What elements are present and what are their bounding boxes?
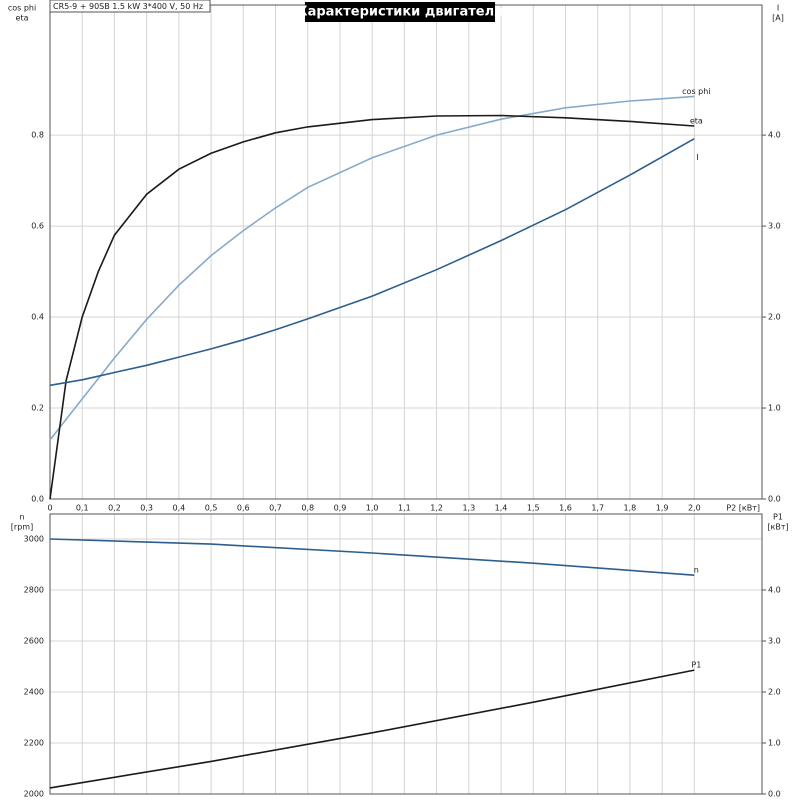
series-label: cos phi [682, 87, 710, 96]
x-tick-label: 1,4 [495, 504, 508, 513]
x-tick-label: 0,5 [205, 504, 218, 513]
x-tick-label: 0,9 [334, 504, 347, 513]
x-axis-label: P2 [кВт] [726, 504, 760, 513]
x-tick-label: 1,3 [462, 504, 475, 513]
x-tick-label: 0,2 [108, 504, 121, 513]
x-tick-label: 1,1 [398, 504, 411, 513]
y-tick-label: 2200 [24, 738, 44, 747]
y-tick-label: 2400 [24, 687, 44, 696]
plot-frame [49, 4, 763, 500]
y-tick-label: 0.4 [31, 313, 44, 322]
x-tick-label: 1,2 [430, 504, 443, 513]
x-tick-label: 0,8 [301, 504, 314, 513]
y2-tick-label: 1.0 [768, 738, 781, 747]
y-tick-label: 3000 [24, 534, 44, 543]
y-axis-label: n [19, 513, 24, 522]
x-tick-label: 1,0 [366, 504, 379, 513]
series-label: P1 [691, 661, 701, 670]
y2-tick-label: 3.0 [768, 636, 781, 645]
y2-tick-label: 2.0 [768, 687, 781, 696]
y2-tick-label: 4.0 [768, 585, 781, 594]
plot-frame [49, 513, 763, 795]
x-tick-label: 1,8 [624, 504, 637, 513]
x-tick-label: 0,1 [76, 504, 89, 513]
series-label: n [694, 566, 699, 575]
x-tick-label: 1,5 [527, 504, 540, 513]
y-tick-label: 0.8 [31, 131, 44, 140]
y2-axis-label: [A] [772, 14, 784, 23]
x-tick-label: 0,7 [269, 504, 282, 513]
y2-tick-label: 1.0 [768, 404, 781, 413]
series-line [49, 95, 695, 441]
series-label: eta [690, 116, 703, 125]
chart-subtitle: CR5-9 + 90SB 1.5 kW 3*400 V, 50 Hz [53, 2, 203, 11]
series-line [49, 138, 695, 387]
x-tick-label: 0,6 [237, 504, 250, 513]
y2-tick-label: 3.0 [768, 222, 781, 231]
x-tick-label: 1,6 [559, 504, 572, 513]
y-tick-label: 2000 [24, 790, 44, 799]
info-box [49, 0, 211, 13]
title-bg [305, 2, 495, 22]
title-box: Характеристики двигателя [298, 2, 503, 22]
y2-tick-label: 2.0 [768, 313, 781, 322]
x-tick-label: 0,3 [140, 504, 153, 513]
series-label: I [696, 153, 698, 162]
x-tick-label: 0,4 [173, 504, 186, 513]
series-line [49, 538, 695, 576]
x-tick-label: 1,9 [656, 504, 669, 513]
series-line [49, 114, 695, 500]
x-tick-label: 2,0 [688, 504, 701, 513]
series-line [49, 669, 695, 789]
x-tick-label: 0 [47, 504, 52, 513]
y-axis-label: [rpm] [11, 523, 33, 532]
y-axis-label: cos phi [8, 4, 36, 13]
y2-tick-label: 4.0 [768, 131, 781, 140]
y2-tick-label: 0.0 [768, 495, 781, 504]
y2-axis-label: P1 [773, 513, 783, 522]
y-tick-label: 0.6 [31, 222, 44, 231]
y-tick-label: 2800 [24, 585, 44, 594]
chart-title: Характеристики двигателя [298, 5, 503, 20]
y-tick-label: 0.0 [31, 495, 44, 504]
y-tick-label: 2600 [24, 636, 44, 645]
x-tick-label: 1,7 [591, 504, 604, 513]
y-axis-label: eta [16, 14, 29, 23]
y2-axis-label: I [777, 4, 779, 13]
y2-tick-label: 0.0 [768, 790, 781, 799]
y-tick-label: 0.2 [31, 404, 44, 413]
y2-axis-label: [кВт] [767, 523, 788, 532]
